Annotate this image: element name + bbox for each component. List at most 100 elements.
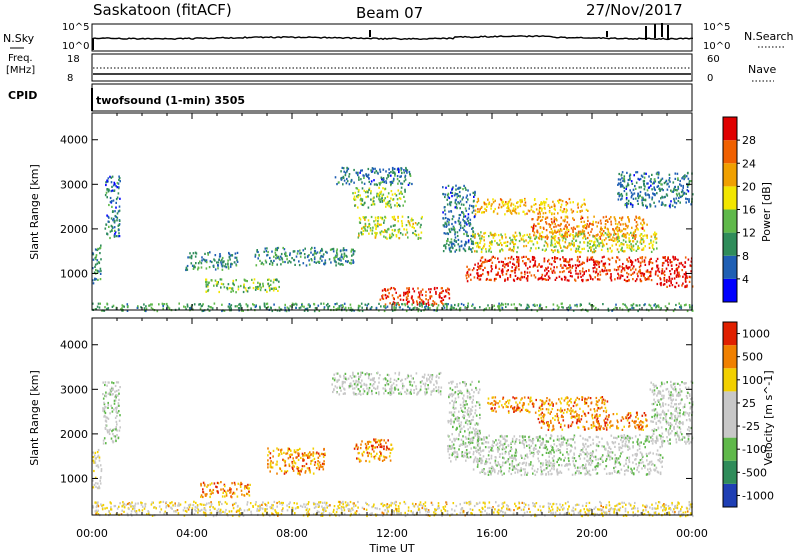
heatmap-cell xyxy=(518,231,521,234)
heatmap-cell xyxy=(387,510,389,513)
heatmap-cell xyxy=(464,207,467,210)
heatmap-cell xyxy=(206,493,208,496)
heatmap-cell xyxy=(467,234,469,238)
heatmap-cell xyxy=(444,247,447,250)
heatmap-cell xyxy=(632,507,635,510)
heatmap-cell xyxy=(498,305,501,308)
heatmap-cell xyxy=(464,240,467,243)
heatmap-cell xyxy=(478,267,480,270)
heatmap-cell xyxy=(551,222,554,225)
heatmap-cell xyxy=(112,387,114,390)
heatmap-cell xyxy=(550,238,553,241)
heatmap-cell xyxy=(297,454,300,457)
heatmap-cell xyxy=(676,269,678,272)
heatmap-cell xyxy=(213,284,215,287)
heatmap-cell xyxy=(413,232,416,236)
heatmap-cell xyxy=(342,175,345,178)
heatmap-cell xyxy=(637,247,639,250)
heatmap-cell xyxy=(230,304,233,307)
heatmap-cell xyxy=(438,295,441,298)
heatmap-cell xyxy=(576,259,579,262)
heatmap-cell xyxy=(567,261,570,264)
heatmap-cell xyxy=(641,260,644,263)
heatmap-cell xyxy=(328,305,331,308)
heatmap-cell xyxy=(632,245,635,248)
heatmap-cell xyxy=(357,171,359,174)
heatmap-cell xyxy=(366,392,369,396)
heatmap-cell xyxy=(545,273,548,276)
heatmap-cell xyxy=(635,221,638,224)
heatmap-cell xyxy=(359,447,362,450)
heatmap-cell xyxy=(587,278,589,282)
heatmap-cell xyxy=(563,258,565,261)
heatmap-cell xyxy=(273,303,275,306)
heatmap-cell xyxy=(507,505,509,508)
heatmap-cell xyxy=(103,403,106,406)
heatmap-cell xyxy=(317,460,319,463)
heatmap-cell xyxy=(565,201,567,204)
heatmap-cell xyxy=(654,180,657,183)
heatmap-cell xyxy=(106,188,108,191)
heatmap-cell xyxy=(245,289,248,292)
heatmap-cell xyxy=(655,233,657,236)
heatmap-cell xyxy=(625,224,627,227)
heatmap-cell xyxy=(602,230,605,233)
heatmap-cell xyxy=(431,375,434,378)
heatmap-cell xyxy=(439,371,442,375)
heatmap-cell xyxy=(115,215,117,218)
heatmap-cell xyxy=(623,186,625,189)
heatmap-cell xyxy=(299,255,302,258)
heatmap-cell xyxy=(687,171,689,174)
heatmap-cell xyxy=(626,306,628,309)
heatmap-cell xyxy=(332,250,335,253)
heatmap-cell xyxy=(565,204,568,207)
heatmap-cell xyxy=(386,305,389,308)
heatmap-cell xyxy=(511,248,514,252)
heatmap-cell xyxy=(440,291,443,294)
heatmap-cell xyxy=(473,199,475,202)
heatmap-cell xyxy=(533,203,535,206)
heatmap-cell xyxy=(391,294,394,297)
heatmap-cell xyxy=(293,250,296,253)
heatmap-cell xyxy=(327,302,329,306)
heatmap-cell xyxy=(448,228,450,231)
heatmap-cell xyxy=(577,233,579,236)
heatmap-cell xyxy=(135,510,138,513)
heatmap-cell xyxy=(631,261,634,264)
heatmap-cell xyxy=(107,401,109,405)
heatmap-cell xyxy=(105,424,107,427)
heatmap-cell xyxy=(674,185,676,188)
heatmap-cell xyxy=(228,307,231,310)
heatmap-cell xyxy=(529,265,531,268)
heatmap-cell xyxy=(393,287,395,290)
heatmap-cell xyxy=(425,305,427,308)
heatmap-cell xyxy=(363,383,366,386)
heatmap-cell xyxy=(289,252,291,255)
heatmap-cell xyxy=(639,194,641,197)
heatmap-cell xyxy=(419,297,421,300)
heatmap-cell xyxy=(293,450,296,454)
heatmap-cell xyxy=(370,180,373,183)
heatmap-cell xyxy=(486,271,489,274)
heatmap-cell xyxy=(358,375,360,378)
heatmap-cell xyxy=(620,243,622,246)
heatmap-cell xyxy=(637,177,639,180)
heatmap-cell xyxy=(400,175,402,178)
heatmap-cell xyxy=(378,195,381,198)
heatmap-cell xyxy=(313,258,316,261)
heatmap-cell xyxy=(382,177,385,180)
heatmap-cell xyxy=(207,285,209,288)
heatmap-cell xyxy=(392,301,395,304)
heatmap-cell xyxy=(620,174,623,177)
heatmap-cell xyxy=(546,237,549,240)
heatmap-cell xyxy=(388,506,390,509)
heatmap-cell xyxy=(384,384,387,387)
heatmap-cell xyxy=(106,429,109,432)
heatmap-cell xyxy=(312,472,315,475)
heatmap-cell xyxy=(509,236,511,239)
heatmap-cell xyxy=(392,198,395,201)
heatmap-cell xyxy=(631,194,633,197)
heatmap-cell xyxy=(553,216,556,219)
heatmap-cell xyxy=(361,440,363,443)
heatmap-cell xyxy=(473,504,476,508)
